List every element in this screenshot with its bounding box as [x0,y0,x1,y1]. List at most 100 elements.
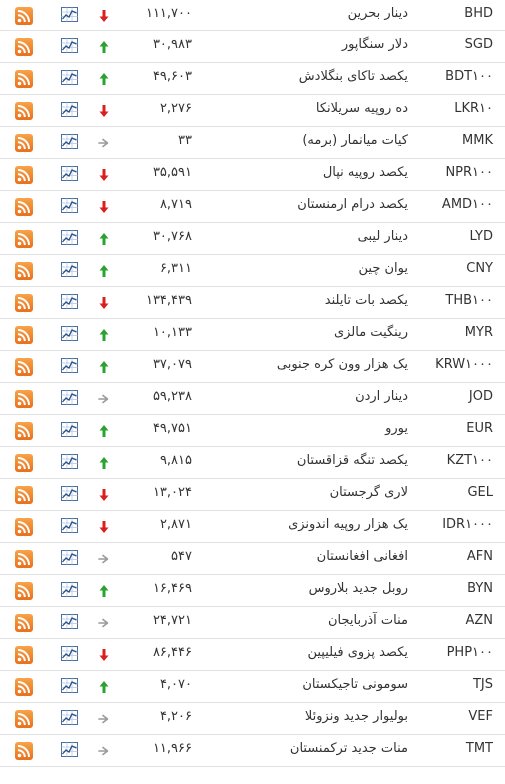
rss-icon[interactable] [15,326,33,344]
rss-icon[interactable] [15,7,33,25]
rss-icon[interactable] [15,134,33,152]
rss-icon[interactable] [15,646,33,664]
chart-icon[interactable] [61,710,78,725]
chart-icon[interactable] [61,326,78,341]
chart-icon[interactable] [61,582,78,597]
rss-icon[interactable] [15,710,33,728]
chart-icon[interactable] [61,294,78,309]
rss-icon[interactable] [15,486,33,504]
currency-name[interactable]: ده روپیه سریلانکا [315,101,408,116]
price-value: ۱۱,۹۶۶ [152,741,192,756]
price-value: ۸,۷۱۹ [159,197,192,212]
currency-name[interactable]: بولیوار جدید ونزوئلا [304,709,408,724]
rss-icon[interactable] [15,38,33,56]
rss-icon[interactable] [15,614,33,632]
currency-name[interactable]: دینار بحرین [347,6,408,21]
rss-icon[interactable] [15,550,33,568]
currency-code: KRW۱۰۰۰ [435,357,493,372]
table-row: ۱۳,۰۲۴ لاری گرجستان GEL [0,479,505,511]
currency-name[interactable]: یک هزار روپیه اندونزی [288,517,408,532]
chart-icon[interactable] [61,166,78,181]
arrow-up-icon [98,455,110,469]
chart-icon[interactable] [61,518,78,533]
currency-name[interactable]: کیات میانمار (برمه) [302,133,408,148]
chart-icon[interactable] [61,646,78,661]
chart-icon[interactable] [61,486,78,501]
rss-icon[interactable] [15,230,33,248]
rss-icon[interactable] [15,582,33,600]
arrow-down-icon [98,8,110,22]
currency-code: TJS [472,677,493,692]
table-row: ۱۰,۱۳۳ رینگیت مالزی MYR [0,319,505,351]
currency-name[interactable]: یکصد درام ارمنستان [297,197,408,212]
currency-code: AFN [466,549,493,564]
currency-name[interactable]: دینار اردن [355,389,408,404]
chart-icon[interactable] [61,454,78,469]
table-row: ۴۹,۷۵۱ یورو EUR [0,415,505,447]
table-row: ۴,۲۰۶ بولیوار جدید ونزوئلا VEF [0,703,505,735]
currency-name[interactable]: افغانی افغانستان [316,549,408,564]
arrow-up-icon [98,39,110,53]
arrow-up-icon [98,423,110,437]
rss-icon[interactable] [15,678,33,696]
arrow-down-icon [98,519,110,533]
currency-code: MYR [464,325,493,340]
currency-name[interactable]: یکصد تنگه قزاقستان [296,453,408,468]
currency-name[interactable]: یکصد پزوی فیلیپین [307,645,408,660]
rss-icon[interactable] [15,742,33,760]
rss-icon[interactable] [15,102,33,120]
rss-icon[interactable] [15,294,33,312]
chart-icon[interactable] [61,134,78,149]
currency-name[interactable]: لاری گرجستان [329,485,408,500]
currency-name[interactable]: منات آذربایجان [328,613,408,628]
currency-code: THB۱۰۰ [445,293,493,308]
currency-name[interactable]: رینگیت مالزی [333,325,408,340]
currency-name[interactable]: یکصد بات تایلند [324,293,408,308]
currency-name[interactable]: دینار لیبی [357,229,408,244]
rss-icon[interactable] [15,518,33,536]
chart-icon[interactable] [61,678,78,693]
chart-icon[interactable] [61,38,78,53]
price-value: ۴۹,۷۵۱ [152,421,192,436]
rss-icon[interactable] [15,198,33,216]
currency-code: EUR [466,421,493,436]
chart-icon[interactable] [61,422,78,437]
table-row: ۱۶,۴۶۹ روبل جدید بلاروس BYN [0,575,505,607]
chart-icon[interactable] [61,70,78,85]
table-row: ۲,۸۷۱ یک هزار روپیه اندونزی IDR۱۰۰۰ [0,511,505,543]
currency-name[interactable]: یکصد روپیه نپال [322,165,408,180]
currency-name[interactable]: یکصد تاکای بنگلادش [298,69,408,84]
rss-icon[interactable] [15,70,33,88]
currency-name[interactable]: دلار سنگاپور [341,37,408,52]
chart-icon[interactable] [61,102,78,117]
rss-icon[interactable] [15,358,33,376]
chart-icon[interactable] [61,262,78,277]
chart-icon[interactable] [61,198,78,213]
currency-name[interactable]: روبل جدید بلاروس [308,581,408,596]
chart-icon[interactable] [61,358,78,373]
chart-icon[interactable] [61,7,78,22]
rss-icon[interactable] [15,262,33,280]
currency-name[interactable]: سومونی تاجیکستان [302,677,408,692]
currency-name[interactable]: منات جدید ترکمنستان [289,741,408,756]
currency-name[interactable]: یوان چین [358,261,408,276]
rss-icon[interactable] [15,422,33,440]
chart-icon[interactable] [61,390,78,405]
chart-icon[interactable] [61,550,78,565]
currency-code: CNY [466,261,493,276]
currency-code: VEF [468,709,493,724]
currency-code: PHP۱۰۰ [446,645,493,660]
arrow-down-icon [98,199,110,213]
currency-name[interactable]: یورو [385,421,408,436]
chart-icon[interactable] [61,230,78,245]
rss-icon[interactable] [15,166,33,184]
price-value: ۱۰,۱۳۳ [152,325,192,340]
rss-icon[interactable] [15,454,33,472]
price-value: ۵۹,۲۳۸ [152,389,192,404]
chart-icon[interactable] [61,742,78,757]
currency-name[interactable]: یک هزار وون کره جنوبی [276,357,408,372]
rss-icon[interactable] [15,390,33,408]
price-value: ۱۶,۴۶۹ [152,581,192,596]
price-value: ۹,۸۱۵ [159,453,192,468]
chart-icon[interactable] [61,614,78,629]
